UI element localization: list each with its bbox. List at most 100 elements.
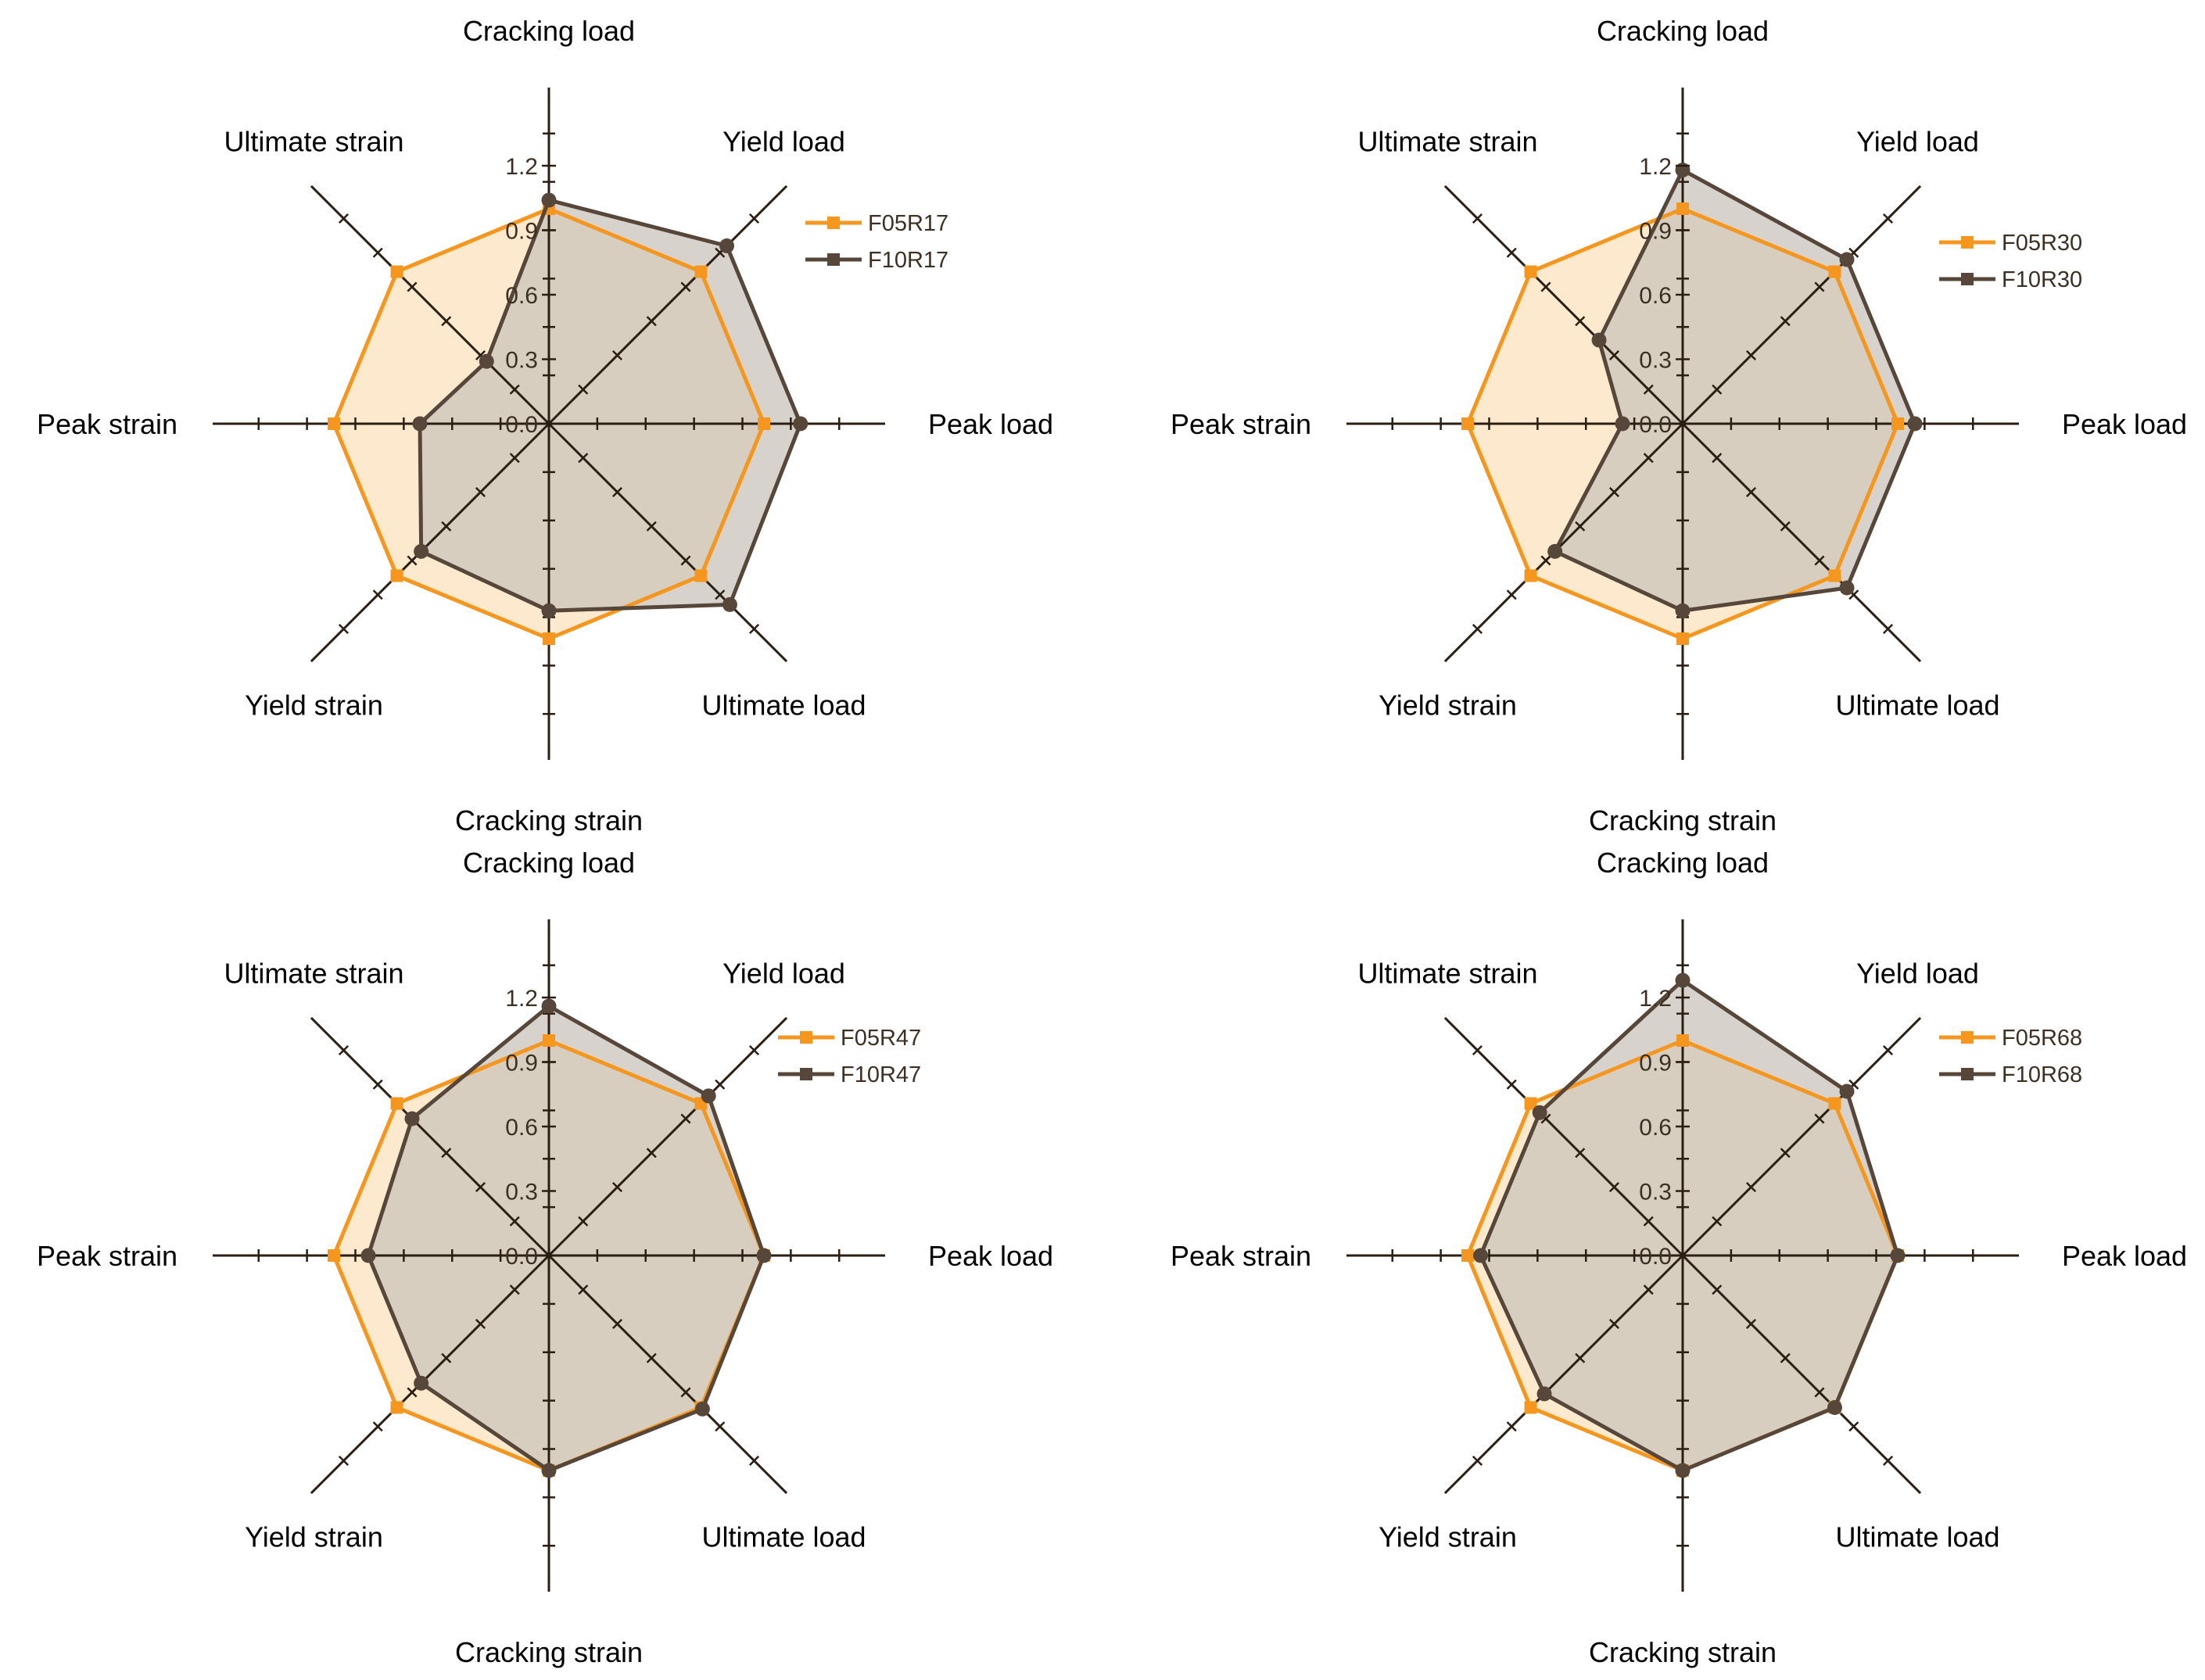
axis-tick-mark [372,1421,383,1432]
tick-label: 0.3 [1639,1180,1672,1205]
axis-tick-mark [1780,316,1791,327]
axis-tick-mark [1506,1079,1517,1090]
legend-swatch-marker [827,253,840,266]
data-point [328,417,340,430]
data-point [793,416,808,432]
data-point [414,1375,429,1391]
data-point [1890,1248,1906,1263]
axis-tick-mark [1643,453,1654,464]
axis-tick-mark [441,1148,452,1159]
data-point [694,569,708,582]
category-label-ultimate-strain: Ultimate strain [1357,957,1537,989]
tick-label: 0.3 [505,348,538,374]
axis-tick-mark [611,1181,623,1193]
tick-label: 0.3 [1639,348,1672,374]
axis-tick-mark [1712,1216,1723,1227]
category-label-cracking-strain: Cracking strain [1589,804,1777,836]
data-point [1615,416,1630,432]
category-labels: Cracking load Yield load Peak load Ultimate… [37,847,1053,1668]
axis-tick-mark [1814,1387,1825,1398]
axis-tick-mark [372,589,383,600]
legend-swatch-marker [827,217,840,229]
tick-label: 1.2 [1639,154,1672,180]
axis-yield-strain [1443,422,1684,663]
data-point [479,353,494,369]
axis-tick-mark [1848,589,1859,600]
data-point [390,1097,403,1110]
data-point [1461,417,1474,430]
data-point [543,632,555,645]
data-point [1828,265,1841,278]
axis-tick-mark [1882,1044,1894,1056]
data-point [543,1034,555,1047]
tick-label: 0.6 [505,283,538,309]
axis-tick-mark [407,555,418,566]
axis-tick-mark [578,1216,589,1227]
axis-tick-mark [1745,1318,1757,1330]
axis-ultimate-strain [310,1016,550,1257]
axis-tick-mark [646,1148,657,1159]
tick-label: 0.9 [505,219,538,245]
data-point [414,543,429,559]
axis-tick-mark [1506,1421,1517,1432]
tick-label: 0.6 [1639,283,1672,309]
axis-tick-mark [1608,486,1620,498]
axis-tick-mark [1745,486,1757,498]
data-point [758,417,770,430]
tick-label: 0.0 [505,412,538,438]
axis-tick-mark [1608,1318,1620,1330]
series-f10r68 [1473,973,1906,1478]
category-label-ultimate-strain: Ultimate strain [224,957,403,989]
axis-tick-mark [1814,281,1825,292]
category-label-peak-load: Peak load [928,408,1053,440]
axis-tick-mark [680,281,691,292]
axis-tick-mark [578,384,589,395]
series-f05r30 [1461,202,1904,645]
axis-tick-mark [441,1352,452,1363]
axis-ultimate-load [1681,422,1922,663]
data-point [1532,1105,1547,1120]
axis-tick-mark [407,1387,418,1398]
data-point [1676,202,1689,215]
axis-tick-mark [475,1181,486,1193]
axis-tick-mark [1540,555,1551,566]
axis-tick-mark [680,555,691,566]
data-point [701,1088,716,1104]
category-label-peak-load: Peak load [2062,1240,2187,1272]
category-label-ultimate-strain: Ultimate strain [224,125,403,157]
axis-yield-strain [310,422,550,663]
tick-label: 0.9 [1639,219,1672,245]
data-point [541,998,557,1014]
data-point [1524,265,1537,278]
axis-tick-mark [1882,213,1894,224]
category-label-peak-strain: Peak strain [37,408,177,440]
legend-label-f05r47: F05R47 [841,1026,921,1051]
data-point [1676,1034,1689,1047]
axis-tick-mark [475,1318,486,1330]
axis-tick-mark [1712,1284,1723,1295]
legend-label-f05r17: F05R17 [868,211,948,236]
legend-swatch-marker [800,1031,812,1044]
axis-tick-mark [338,623,350,635]
data-point [360,1248,376,1263]
category-label-peak-load: Peak load [2062,408,2187,440]
axis-tick-mark [1472,623,1483,635]
radial-tick-labels: 0.0 0.3 0.6 0.9 1.2 [1639,154,1690,438]
axis-tick-mark [1472,1455,1483,1467]
category-label-yield-strain: Yield strain [245,1521,383,1553]
category-label-cracking-load: Cracking load [1597,847,1769,879]
data-point [722,596,737,612]
legend-swatch-marker [1961,273,1974,285]
data-point [1675,973,1690,988]
legend-swatch-marker [1961,236,1974,249]
axis-tick-mark [372,247,383,258]
tick-label: 0.6 [505,1115,538,1141]
legend: F05R68 F10R68 [1939,1026,2082,1087]
radial-tick-labels: 0.0 0.3 0.6 0.9 1.2 [505,986,556,1270]
radial-tick-labels: 0.0 0.3 0.6 0.9 1.2 [505,154,556,438]
axis-tick-mark [748,623,760,635]
axis-tick-mark [611,1318,623,1330]
axis-tick-mark [1780,1352,1791,1363]
axis-tick-mark [1506,247,1517,258]
category-labels: Cracking load Yield load Peak load Ultimate… [1171,15,2187,836]
